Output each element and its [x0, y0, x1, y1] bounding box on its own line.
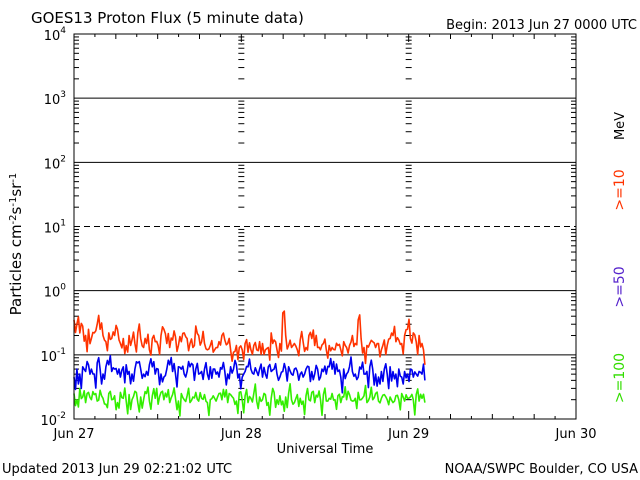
- x-axis-label: Universal Time: [277, 442, 374, 457]
- flux-series: [73, 310, 426, 417]
- legend-entry-50mev: >=50: [612, 266, 628, 307]
- horizontal-gridlines: [74, 97, 576, 356]
- begin-date: Begin: 2013 Jun 27 0000 UTC: [446, 18, 637, 33]
- legend-entry-100mev: >=100: [612, 353, 628, 403]
- legend-unit: MeV: [613, 112, 628, 140]
- energy-legend: MeV >=10 >=50 >=100: [612, 112, 628, 403]
- x-tick-labels: Jun 27 Jun 28 Jun 29 Jun 30: [53, 427, 597, 442]
- series-line-1: [73, 354, 426, 394]
- y-tick-label: 101: [44, 219, 66, 237]
- log-minor-ticks: [74, 36, 576, 401]
- y-axis-label: Particles cm-2s-1sr-1: [7, 173, 25, 316]
- updated-timestamp: Updated 2013 Jun 29 02:21:02 UTC: [2, 462, 232, 477]
- legend-entry-10mev: >=10: [612, 169, 628, 210]
- y-tick-label: 102: [44, 154, 66, 172]
- x-tick-label: Jun 27: [53, 427, 95, 442]
- series-line-2: [73, 382, 426, 417]
- plot-frame: [73, 33, 577, 420]
- x-tick-label: Jun 28: [220, 427, 262, 442]
- x-tick-label: Jun 30: [555, 427, 597, 442]
- y-tick-label: 100: [44, 283, 67, 301]
- chart-title: GOES13 Proton Flux (5 minute data): [31, 9, 304, 27]
- series-line-0: [73, 310, 426, 365]
- y-tick-label: 104: [44, 26, 67, 44]
- x-tick-label: Jun 29: [387, 427, 429, 442]
- credit-line: NOAA/SWPC Boulder, CO USA: [445, 462, 638, 477]
- y-tick-label: 10-1: [40, 347, 66, 365]
- y-tick-label: 103: [44, 90, 66, 108]
